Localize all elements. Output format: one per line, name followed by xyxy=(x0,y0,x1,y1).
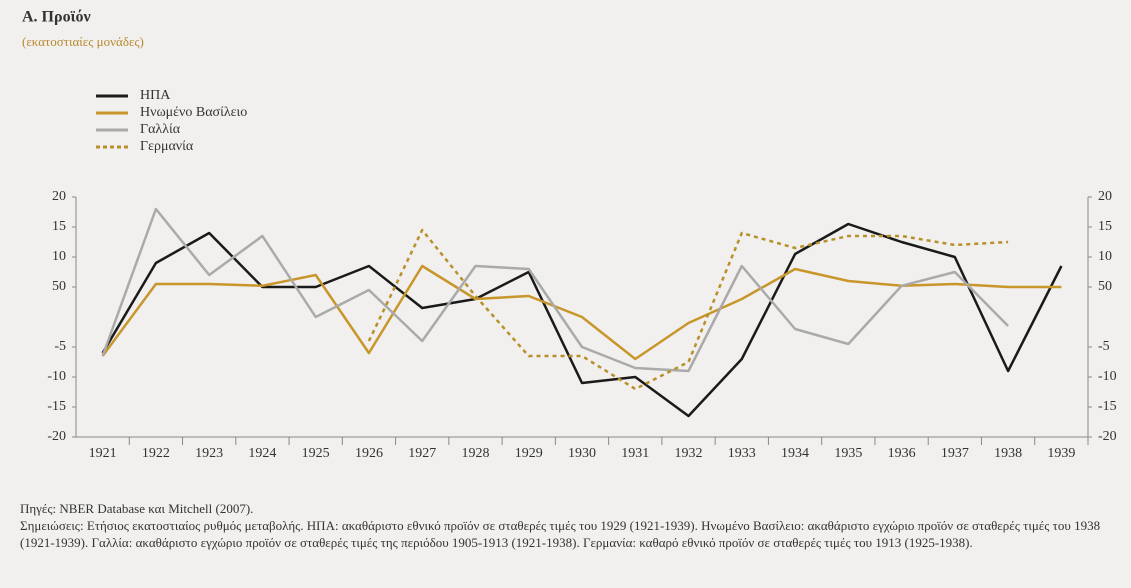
notes: Σημειώσεις: Ετήσιος εκατοστιαίος ρυθμός … xyxy=(20,518,1101,550)
series-line xyxy=(101,222,1063,418)
y2-tick-label: -5 xyxy=(1098,339,1110,354)
x-tick-label: 1924 xyxy=(248,446,276,461)
x-tick-label: 1927 xyxy=(408,446,436,461)
legend-label: Γαλλία xyxy=(140,122,181,137)
x-tick-label: 1932 xyxy=(675,446,703,461)
y2-tick-label: 10 xyxy=(1098,249,1112,264)
chart-title: Α. Προϊόν xyxy=(22,9,91,26)
y2-tick-label: 50 xyxy=(1098,279,1112,294)
y2-tick-label: 20 xyxy=(1098,189,1112,204)
x-tick-label: 1929 xyxy=(515,446,543,461)
y-tick-label: -15 xyxy=(47,399,66,414)
legend-label: ΗΠΑ xyxy=(140,88,171,103)
y-tick-label: -5 xyxy=(54,339,66,354)
legend-label: Γερμανία xyxy=(140,139,194,154)
x-tick-label: 1935 xyxy=(834,446,862,461)
x-tick-label: 1933 xyxy=(728,446,756,461)
chart: Α. Προϊόν (εκατοστιαίες μονάδες) 20 20 15 1… xyxy=(22,9,1117,462)
x-tick-label: 1921 xyxy=(89,446,117,461)
chart-subtitle: (εκατοστιαίες μονάδες) xyxy=(22,34,144,49)
y2-tick-label: -20 xyxy=(1098,429,1117,444)
x-tick-label: 1934 xyxy=(781,446,809,461)
x-tick-label: 1937 xyxy=(941,446,969,461)
x-tick-label: 1925 xyxy=(302,446,330,461)
x-tick-label: 1928 xyxy=(461,446,489,461)
x-tick-label: 1923 xyxy=(195,446,223,461)
x-tick-label: 1922 xyxy=(142,446,170,461)
y2-tick-label: -15 xyxy=(1098,399,1117,414)
footnotes: Πηγές: NBER Database και Mitchell (2007)… xyxy=(20,500,1120,551)
x-tick-label: 1938 xyxy=(994,446,1022,461)
x-tick-label: 1930 xyxy=(568,446,596,461)
y-tick-label: 15 xyxy=(52,219,66,234)
y-tick-label: -10 xyxy=(47,369,66,384)
y-tick-label: 20 xyxy=(52,189,66,204)
source: Πηγές: NBER Database και Mitchell (2007)… xyxy=(20,501,254,516)
y2-tick-label: 15 xyxy=(1098,219,1112,234)
y-tick-label: 10 xyxy=(52,249,66,264)
y-tick-label: 50 xyxy=(52,279,66,294)
y2-tick-label: -10 xyxy=(1098,369,1117,384)
legend-label: Ηνωμένο Βασίλειο xyxy=(140,105,247,120)
x-tick-label: 1926 xyxy=(355,446,383,461)
x-tick-label: 1939 xyxy=(1047,446,1075,461)
series-line xyxy=(367,228,1009,391)
x-tick-label: 1936 xyxy=(888,446,916,461)
x-tick-label: 1931 xyxy=(621,446,649,461)
y-tick-label: -20 xyxy=(47,429,66,444)
series-line xyxy=(101,207,1009,373)
